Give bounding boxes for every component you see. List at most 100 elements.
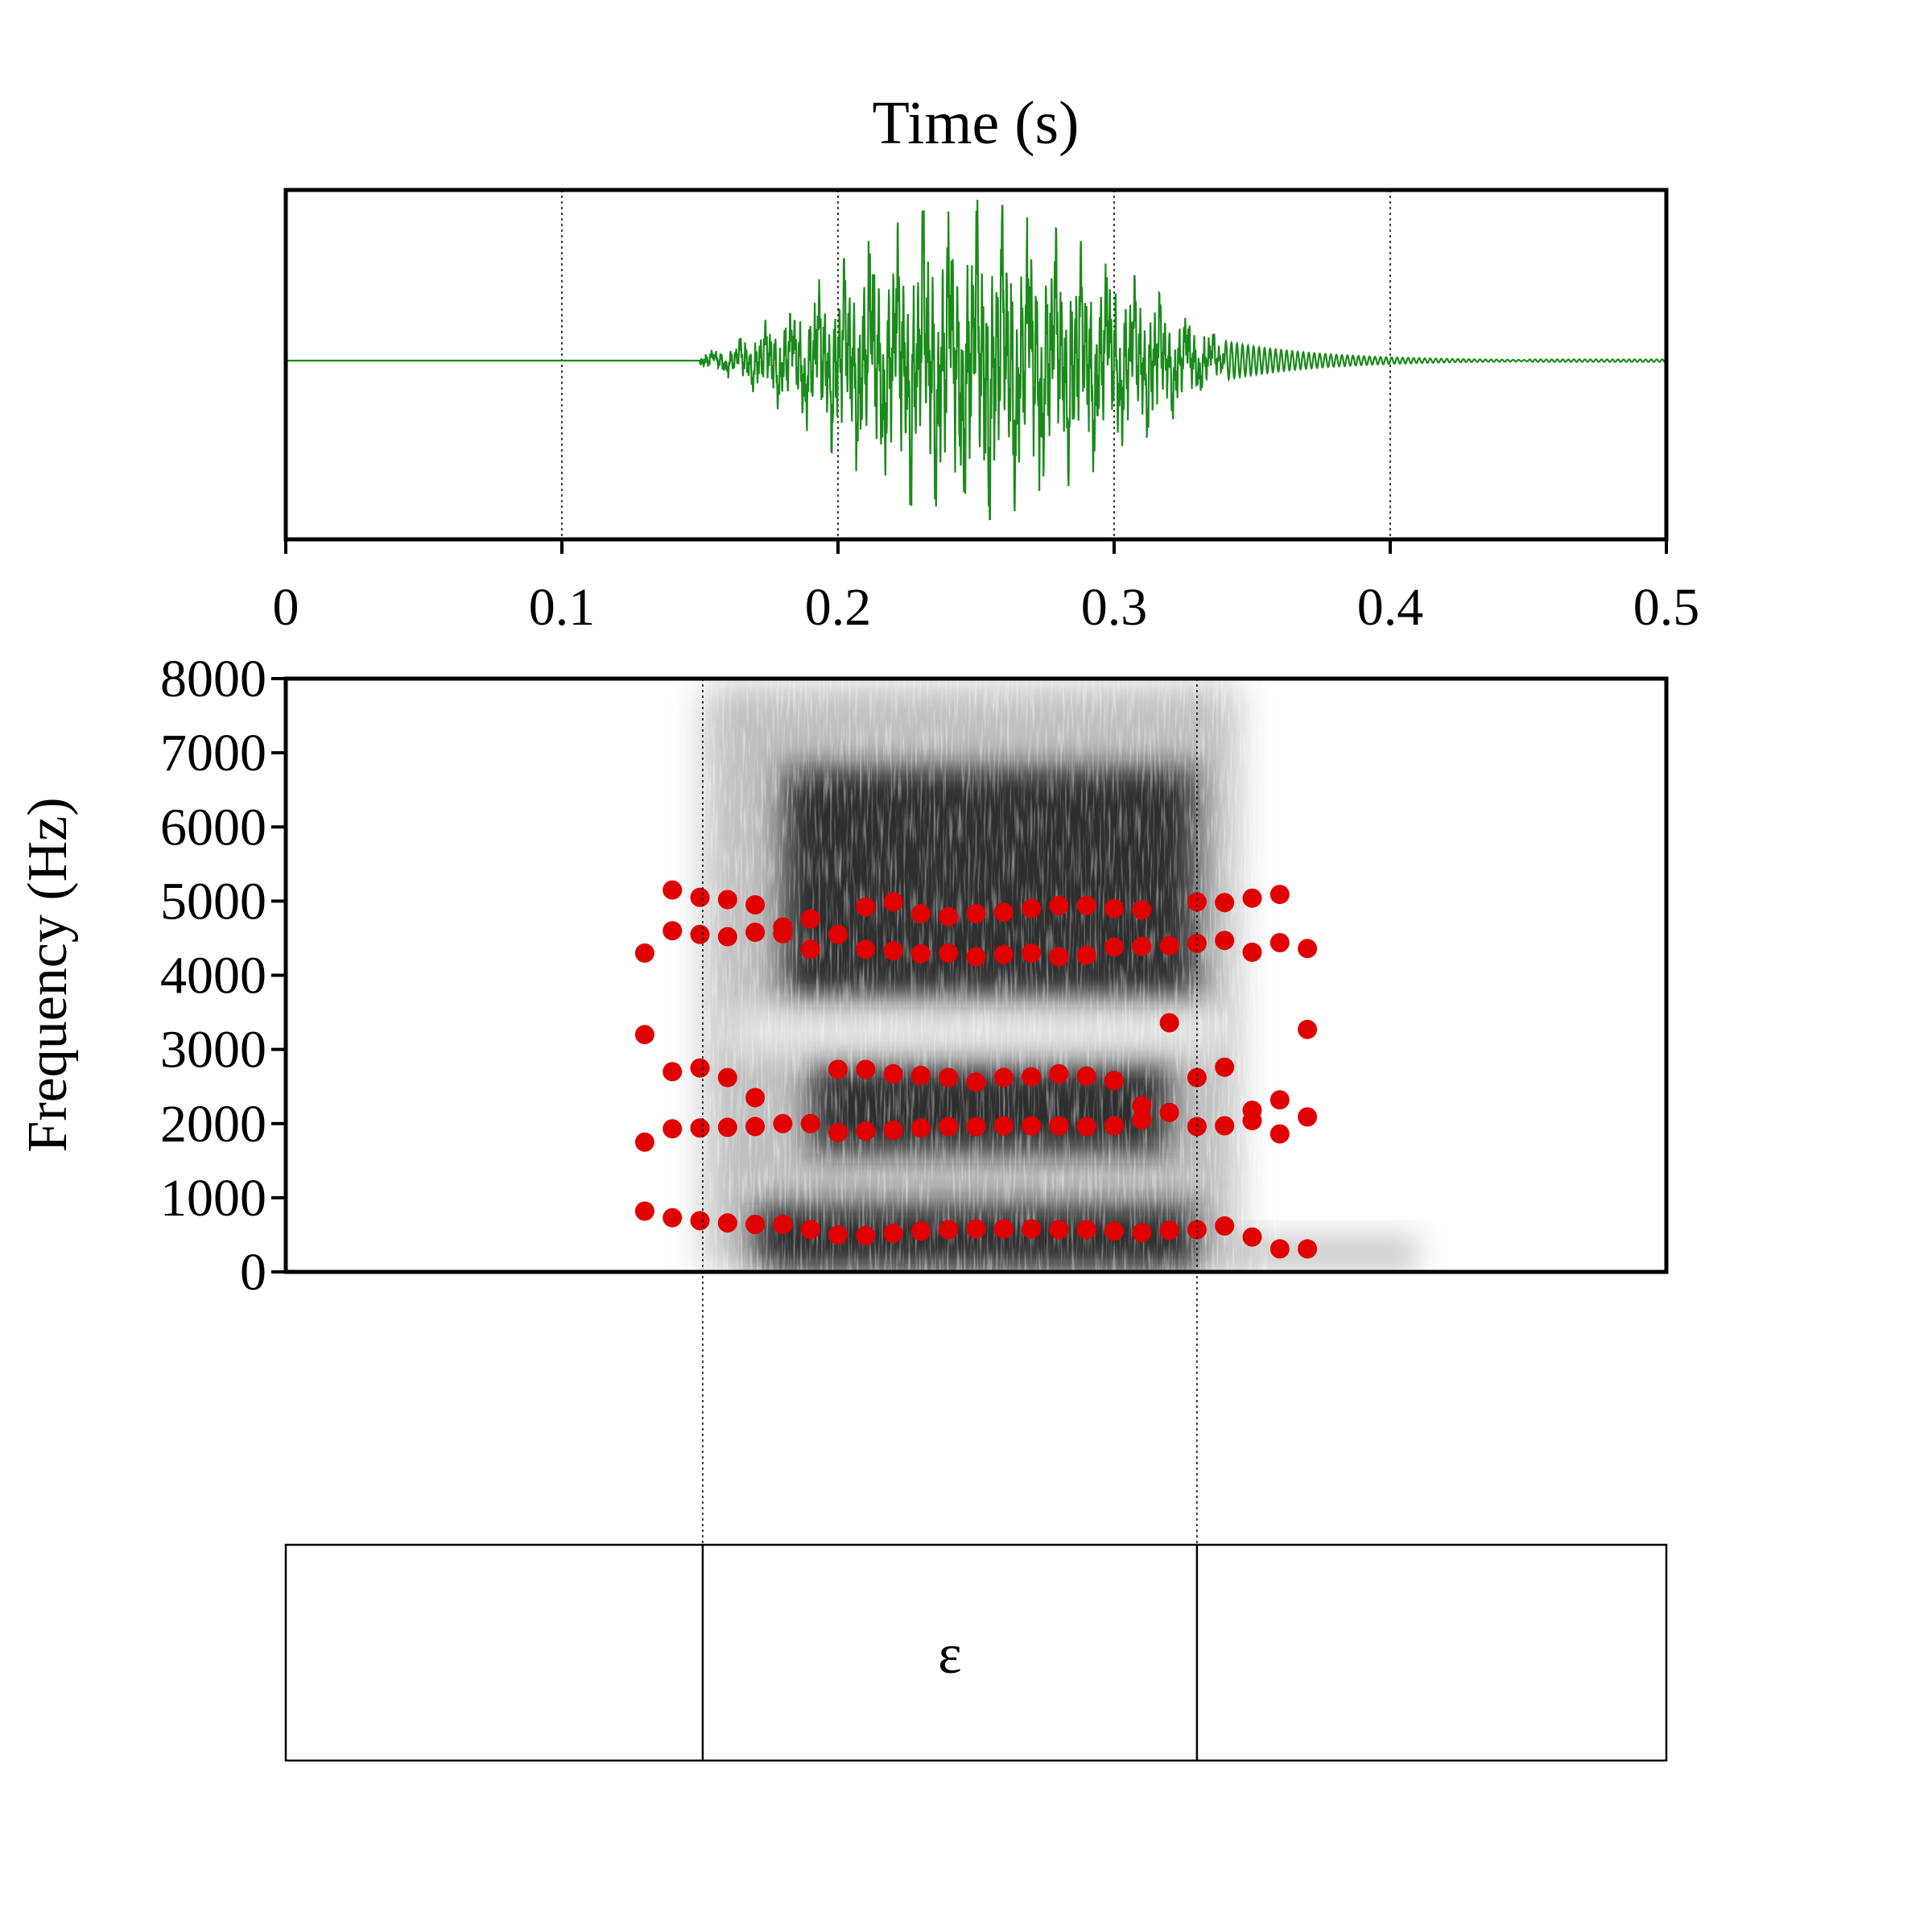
formant-point bbox=[883, 1064, 903, 1084]
formant-point bbox=[745, 1117, 766, 1137]
spectrogram-speckle bbox=[700, 679, 1280, 1272]
formant-point bbox=[856, 1121, 876, 1141]
formant-point bbox=[1132, 1110, 1152, 1130]
formant-point bbox=[745, 923, 766, 943]
formant-point bbox=[828, 924, 848, 944]
y-tick-label: 5000 bbox=[160, 872, 266, 931]
formant-point bbox=[690, 924, 710, 944]
formant-point bbox=[1159, 935, 1179, 956]
x-tick-label: 0.4 bbox=[1357, 578, 1424, 637]
y-axis-label: Frequency (Hz) bbox=[17, 797, 79, 1152]
formant-point bbox=[800, 1220, 820, 1240]
formant-point bbox=[1298, 1239, 1318, 1259]
formant-point bbox=[1104, 1221, 1124, 1241]
formant-point bbox=[1187, 1117, 1207, 1137]
formant-point bbox=[1269, 885, 1290, 905]
formant-point bbox=[745, 1215, 766, 1234]
formant-point bbox=[634, 1025, 654, 1045]
formant-point bbox=[939, 906, 959, 927]
formant-point bbox=[1159, 1013, 1179, 1033]
formant-point bbox=[856, 897, 876, 917]
formant-point bbox=[1132, 900, 1152, 920]
y-tick-label: 4000 bbox=[160, 947, 266, 1005]
tier-frame bbox=[284, 1543, 1668, 1762]
formant-point bbox=[939, 943, 959, 963]
formant-point bbox=[1269, 1239, 1290, 1259]
y-tick-label: 6000 bbox=[160, 798, 266, 857]
formant-point bbox=[717, 890, 737, 910]
formant-point bbox=[690, 1211, 710, 1231]
formant-point bbox=[828, 1059, 848, 1080]
formant-point bbox=[1049, 1220, 1069, 1240]
formant-point bbox=[966, 1117, 986, 1137]
formant-point bbox=[745, 895, 766, 914]
formant-point bbox=[883, 1121, 903, 1140]
y-tick-label: 0 bbox=[240, 1243, 266, 1302]
formant-point bbox=[717, 1067, 737, 1088]
y-axis: 0 1000 2000 3000 4000 5000 6000 7000 8000 bbox=[160, 650, 286, 1302]
formant-point bbox=[856, 939, 876, 960]
formant-point bbox=[690, 1058, 710, 1078]
formant-point bbox=[800, 909, 820, 929]
formant-point bbox=[717, 927, 737, 947]
formant-point bbox=[939, 1117, 959, 1137]
y-tick-label: 7000 bbox=[160, 724, 266, 782]
formant-point bbox=[773, 917, 793, 937]
formant-point bbox=[966, 1072, 986, 1092]
formant-point bbox=[1049, 895, 1069, 915]
formant-point bbox=[1159, 1220, 1179, 1241]
formant-point bbox=[1298, 939, 1318, 959]
x-axis: 0 0.1 0.2 0.3 0.4 0.5 bbox=[273, 537, 1699, 637]
x-tick-label: 0 bbox=[273, 578, 299, 637]
formant-point bbox=[1104, 1071, 1124, 1091]
formant-point bbox=[663, 880, 683, 900]
formant-point bbox=[1269, 933, 1290, 952]
formant-point bbox=[1049, 1116, 1069, 1136]
formant-point bbox=[1187, 933, 1207, 953]
formant-point bbox=[883, 941, 903, 961]
spectrogram-image bbox=[700, 679, 1418, 1272]
formant-point bbox=[910, 943, 931, 964]
formant-point bbox=[1187, 1220, 1207, 1240]
formant-point bbox=[993, 1067, 1013, 1088]
formant-point bbox=[1269, 1090, 1290, 1110]
segment-boundary-lines bbox=[702, 679, 1198, 1545]
formant-point bbox=[690, 1118, 710, 1138]
formant-point bbox=[1022, 898, 1042, 919]
formant-point bbox=[910, 1118, 931, 1138]
formant-point bbox=[856, 1059, 876, 1080]
formant-point bbox=[1022, 1067, 1042, 1087]
formant-point bbox=[1076, 945, 1096, 965]
formant-point bbox=[1076, 1117, 1096, 1137]
formant-point bbox=[1298, 1107, 1318, 1127]
formant-point bbox=[1215, 893, 1235, 913]
formant-point bbox=[883, 1224, 903, 1244]
formant-point bbox=[800, 1113, 820, 1133]
formant-point bbox=[663, 1062, 683, 1082]
formant-point bbox=[966, 1219, 986, 1239]
formant-point bbox=[745, 1088, 766, 1108]
formant-point bbox=[1076, 1220, 1096, 1240]
formant-point bbox=[1215, 931, 1235, 951]
formant-point bbox=[1104, 937, 1124, 957]
formant-point bbox=[1132, 1223, 1152, 1243]
formant-point bbox=[1049, 1064, 1069, 1084]
formant-point bbox=[717, 1213, 737, 1233]
formant-point bbox=[634, 1201, 654, 1221]
waveform-trace bbox=[286, 200, 1666, 521]
formant-point bbox=[1242, 942, 1262, 962]
formant-point bbox=[1159, 1102, 1179, 1122]
x-tick-label: 0.3 bbox=[1081, 578, 1148, 637]
formant-point bbox=[993, 902, 1013, 923]
formant-point bbox=[1242, 888, 1262, 908]
segment-label: ɛ bbox=[938, 1624, 961, 1686]
formant-point bbox=[966, 947, 986, 967]
formant-point bbox=[828, 1122, 848, 1142]
formant-point bbox=[1049, 947, 1069, 967]
formant-point bbox=[993, 1219, 1013, 1239]
formant-points bbox=[634, 880, 1318, 1259]
formant-point bbox=[1242, 1100, 1262, 1121]
x-tick-label: 0.2 bbox=[805, 578, 872, 637]
formant-point bbox=[634, 943, 654, 963]
